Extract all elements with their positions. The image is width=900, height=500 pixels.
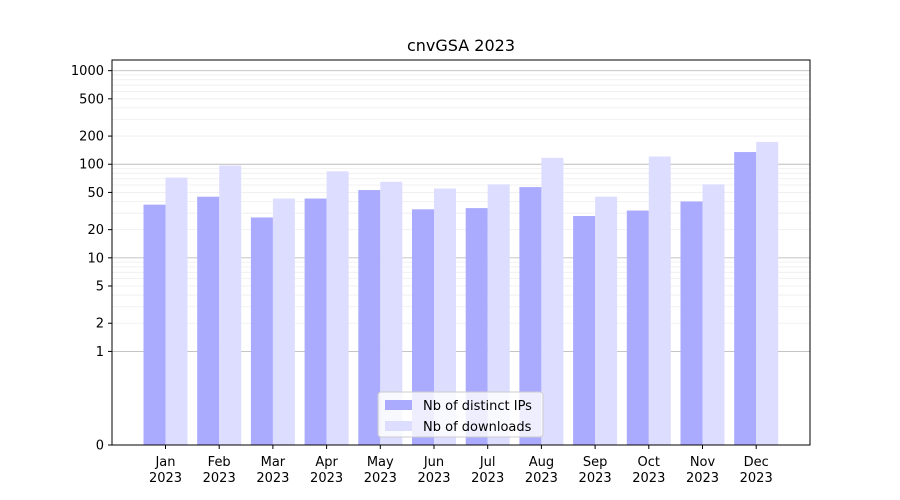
bar-distinct-ips — [519, 187, 542, 445]
bar-distinct-ips — [465, 208, 488, 445]
plot-area-frame — [111, 59, 811, 446]
bar-downloads — [165, 177, 188, 446]
bar-distinct-ips — [573, 215, 596, 445]
bar-downloads — [219, 165, 242, 446]
bar-downloads — [648, 156, 671, 446]
legend-label: Nb of downloads — [423, 420, 532, 435]
y-tick-label: 1 — [96, 345, 104, 360]
bar-distinct-ips — [143, 204, 166, 445]
bar-distinct-ips — [304, 198, 327, 445]
chart-title: cnvGSA 2023 — [407, 36, 515, 55]
x-tick-label: Jun 2023 — [417, 455, 450, 486]
bar-distinct-ips — [412, 209, 434, 445]
legend-label: Nb of distinct IPs — [423, 399, 532, 414]
bar-distinct-ips — [358, 190, 381, 445]
bar-downloads — [272, 198, 295, 445]
x-tick-label: May 2023 — [364, 455, 397, 486]
legend-swatch — [385, 421, 412, 431]
x-tick-label: Oct 2023 — [632, 455, 665, 486]
bar-downloads — [487, 184, 510, 445]
y-tick-label: 100 — [79, 158, 104, 173]
y-tick-label: 20 — [87, 223, 104, 238]
bars — [143, 141, 779, 446]
x-tick-label: Aug 2023 — [525, 455, 558, 486]
y-tick-label: 500 — [79, 92, 104, 107]
bar-distinct-ips — [680, 201, 703, 445]
bar-downloads — [595, 196, 618, 445]
x-tick-label: Apr 2023 — [310, 455, 343, 486]
bar-downloads — [756, 141, 779, 445]
x-tick-label: Mar 2023 — [256, 455, 289, 486]
bar-downloads — [326, 171, 349, 445]
x-tick-label: Nov 2023 — [686, 455, 719, 486]
bar-distinct-ips — [626, 210, 649, 445]
legend: Nb of distinct IPs Nb of downloads — [377, 391, 544, 438]
y-tick-label: 5 — [96, 280, 104, 295]
x-tick-label: Dec 2023 — [740, 455, 773, 486]
y-tick-label: 1000 — [71, 64, 104, 79]
y-tick-label: 50 — [87, 186, 104, 201]
bar-downloads — [380, 181, 403, 446]
y-tick-label: 0 — [96, 439, 104, 454]
x-tick-label: Feb 2023 — [203, 455, 236, 486]
y-tick-label: 10 — [87, 251, 104, 266]
y-tick-label: 2 — [96, 317, 104, 332]
x-axis: Jan 2023 Feb 2023 Mar 2023 Apr 2023 May 2023 Jun 20… — [149, 445, 773, 486]
bar-distinct-ips — [734, 152, 757, 445]
bar-downloads — [702, 184, 725, 445]
legend-box — [377, 391, 544, 438]
legend-swatch — [385, 400, 412, 410]
bar-downloads — [434, 188, 456, 445]
bar-distinct-ips — [250, 217, 273, 445]
x-tick-label: Jan 2023 — [149, 455, 182, 486]
x-tick-label: Jul 2023 — [471, 455, 504, 486]
x-tick-label: Sep 2023 — [579, 455, 612, 486]
y-axis: 0 1 2 5 10 20 50 100 200 500 1000 — [71, 64, 112, 454]
bar-distinct-ips — [197, 196, 220, 445]
y-tick-label: 200 — [79, 130, 104, 145]
bar-downloads — [541, 157, 564, 446]
